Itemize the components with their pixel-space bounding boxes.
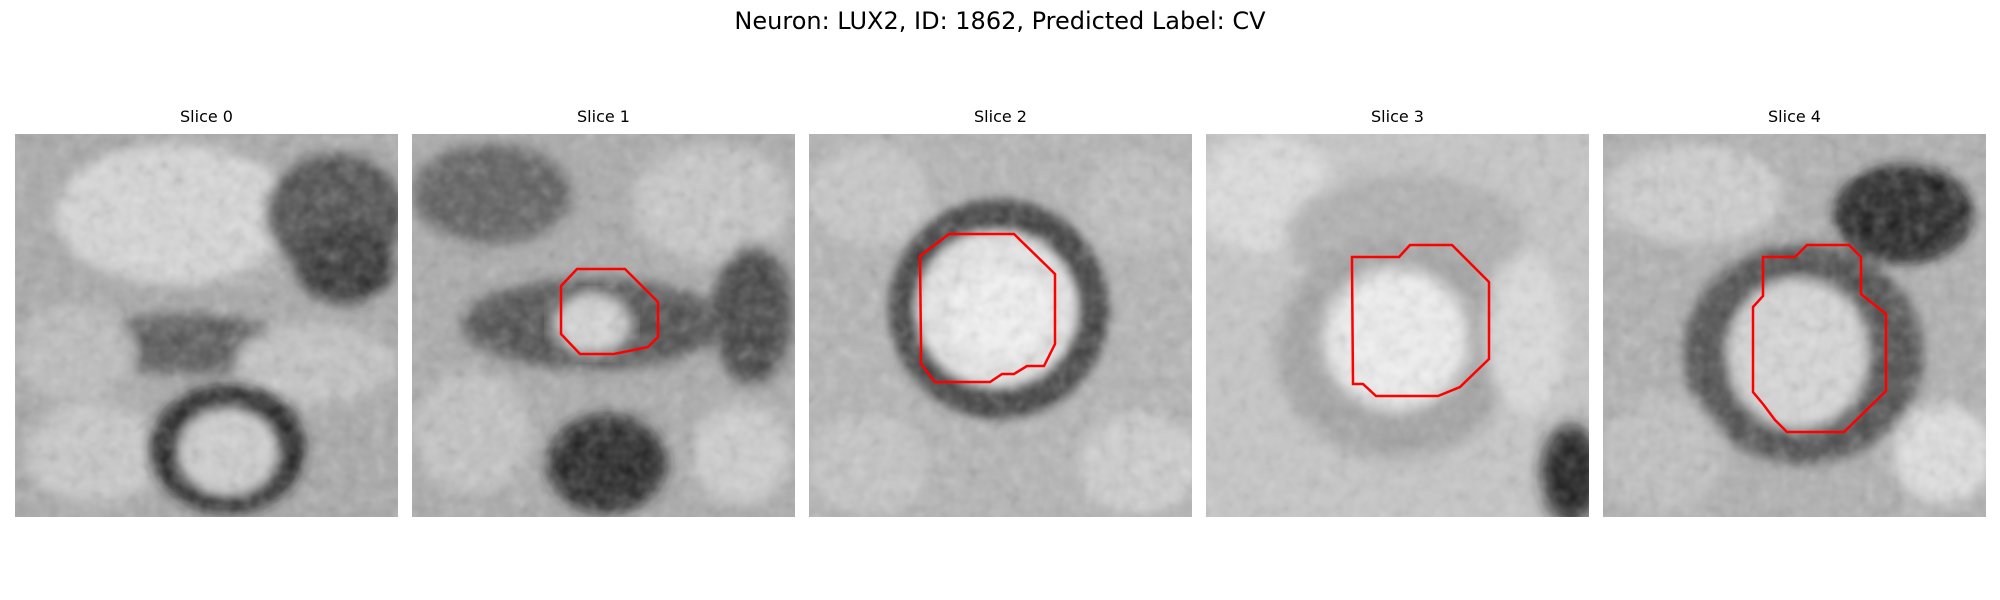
slice-title-1: Slice 1 xyxy=(577,107,630,126)
slice-image-4 xyxy=(1603,134,1986,517)
slice-title-3: Slice 3 xyxy=(1371,107,1424,126)
slice-image-2 xyxy=(809,134,1192,517)
roi-contour-2 xyxy=(918,232,1057,384)
figure-title: Neuron: LUX2, ID: 1862, Predicted Label:… xyxy=(734,7,1266,35)
slice-image-1 xyxy=(412,134,795,517)
slice-title-4: Slice 4 xyxy=(1768,107,1821,126)
slice-panel-0: Slice 0 xyxy=(15,107,398,517)
slice-image-0 xyxy=(15,134,398,517)
slice-image-3 xyxy=(1206,134,1589,517)
slice-title-2: Slice 2 xyxy=(974,107,1027,126)
slice-panel-4: Slice 4 xyxy=(1603,107,1986,517)
slice-panel-1: Slice 1 xyxy=(412,107,795,517)
slice-panel-3: Slice 3 xyxy=(1206,107,1589,517)
slice-title-0: Slice 0 xyxy=(180,107,233,126)
roi-contour-4 xyxy=(1751,243,1888,434)
roi-contour-3 xyxy=(1350,243,1491,398)
roi-contour-1 xyxy=(559,267,660,356)
slice-panel-2: Slice 2 xyxy=(809,107,1192,517)
